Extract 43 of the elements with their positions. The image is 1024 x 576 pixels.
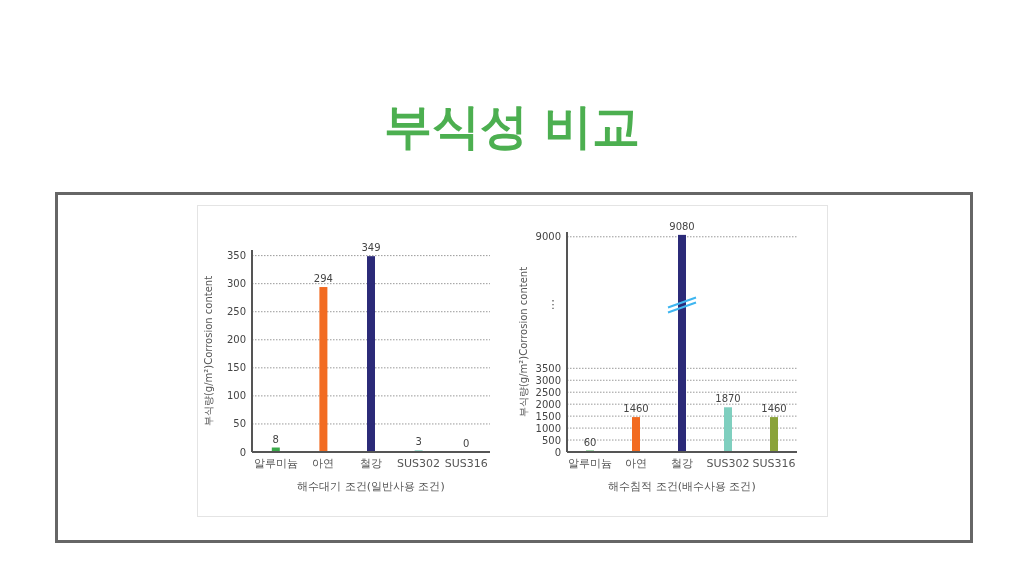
data-label: 3 [415, 436, 422, 448]
y-tick-label: 2500 [535, 386, 561, 398]
x-tick-label: 철강 [671, 457, 693, 470]
data-label: 9080 [669, 220, 695, 232]
x-tick-label: SUS316 [444, 457, 488, 470]
x-tick-label: 아연 [625, 457, 647, 470]
data-label: 1870 [715, 393, 741, 405]
x-axis-title: 해수침적 조건(배수사용 조건) [608, 480, 756, 493]
y-tick-label: 500 [541, 434, 561, 446]
y-tick-label: 3000 [535, 374, 561, 386]
y-tick-label: 150 [226, 362, 246, 374]
y-tick-label: 100 [226, 390, 246, 402]
y-tick-label: 3500 [535, 362, 561, 374]
x-tick-label: SUS302 [397, 457, 441, 470]
x-tick-label: 아연 [312, 457, 335, 470]
x-tick-label: 알루미늄 [253, 457, 298, 470]
data-label: 0 [463, 438, 470, 449]
y-tick-label: 0 [554, 446, 561, 458]
text: ⋮ [547, 297, 559, 311]
y-axis-title: 부식량(g/m²)Corrosion content [203, 275, 214, 427]
y-tick-label: 200 [226, 334, 246, 346]
x-tick-label: 알루미늄 [568, 457, 612, 470]
y-axis-title: 부식량(g/m²)Corrosion content [518, 266, 529, 418]
data-label: 1460 [623, 403, 649, 415]
data-label: 1460 [761, 403, 787, 415]
y-tick-label: 50 [233, 418, 246, 430]
data-label: 349 [361, 242, 381, 254]
x-tick-label: 철강 [360, 457, 382, 470]
y-tick-label: 9000 [535, 231, 561, 243]
data-label: 8 [272, 433, 279, 445]
x-axis-title: 해수대기 조건(일반사용 조건) [297, 480, 445, 493]
y-tick-label: 1000 [535, 422, 561, 434]
y-tick-label: 250 [226, 306, 246, 318]
data-label: 60 [583, 436, 597, 448]
y-tick-label: 300 [226, 278, 246, 290]
x-tick-label: SUS302 [706, 457, 750, 470]
y-tick-label: 2000 [535, 398, 561, 410]
y-tick-label: 350 [226, 250, 246, 262]
chart-title: 부식성 비교 [382, 97, 642, 156]
data-label: 294 [313, 273, 333, 285]
x-tick-label: SUS316 [752, 457, 796, 470]
y-tick-label: 1500 [535, 410, 561, 422]
y-tick-label: 0 [239, 446, 246, 458]
